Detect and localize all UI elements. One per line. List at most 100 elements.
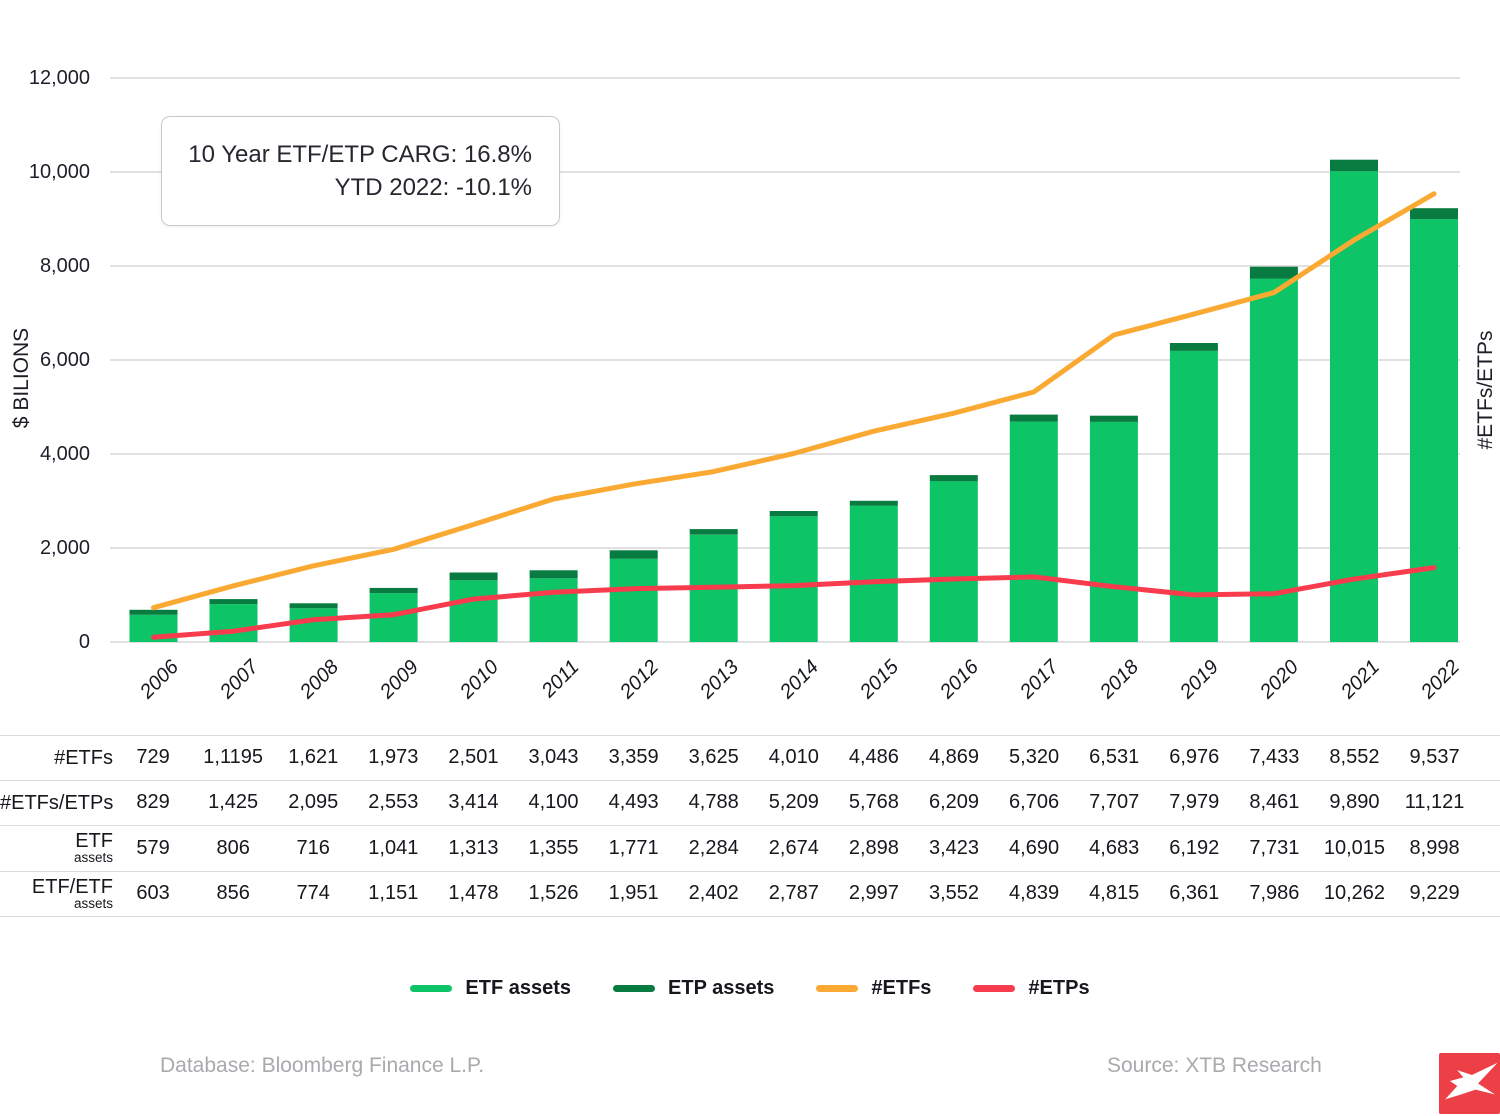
table-cell: 4,815: [1089, 882, 1140, 905]
table-cell: 1,478: [448, 882, 499, 905]
y-tick-label: 8,000: [39, 255, 90, 277]
table-cell: 4,486: [848, 746, 899, 769]
table-cell: 829: [136, 791, 170, 814]
table-cell: 2,501: [448, 746, 499, 769]
table-cell: 2,898: [848, 836, 899, 859]
y-tick-label: 4,000: [39, 443, 90, 465]
etp-assets-bar-cap: [369, 587, 418, 594]
table-row: ETF/ETF assets 603 856 774 1,151 1,478 1,526 1,…: [0, 872, 1500, 917]
table-cell: 806: [216, 836, 250, 859]
table-cell: 3,043: [528, 746, 579, 769]
table-cell: 8,552: [1329, 746, 1380, 769]
etp-assets-bar-cap: [689, 529, 738, 535]
table-cell: 5,209: [768, 791, 819, 814]
table-cell: 1,151: [368, 882, 419, 905]
table-cell: 4,839: [1009, 882, 1060, 905]
legend-swatch-icon: [816, 984, 859, 992]
legend-label: #ETPs: [1028, 976, 1090, 999]
etf-assets-bar: [1249, 278, 1298, 642]
table-cell: 2,787: [768, 882, 819, 905]
table-cell: 4,010: [768, 746, 819, 769]
table-cell: 4,100: [528, 791, 579, 814]
table-cell: 7,731: [1249, 836, 1300, 859]
table-row: #ETFs 729 1,1195 1,621 1,973 2,501 3,043 3,359…: [0, 735, 1500, 781]
y-tick-label: 0: [78, 631, 90, 653]
legend-label: ETP assets: [668, 976, 775, 999]
etp-assets-bar-cap: [1169, 343, 1218, 351]
xtb-logo: [1439, 1053, 1500, 1114]
table-cell: 603: [136, 882, 170, 905]
table-cell: 7,433: [1249, 746, 1300, 769]
table-cell: 9,229: [1409, 882, 1460, 905]
legend-item: ETF assets: [410, 977, 571, 1000]
y-tick-label: 12,000: [28, 67, 90, 89]
table-cell: 2,553: [368, 791, 419, 814]
table-cell: 7,979: [1169, 791, 1220, 814]
etp-assets-bar-cap: [129, 609, 178, 615]
etp-assets-bar-cap: [1330, 159, 1378, 172]
table-cell: 6,192: [1169, 836, 1220, 859]
table-cell: 5,320: [1009, 746, 1060, 769]
legend-item: #ETPs: [973, 976, 1090, 1000]
table-row-label: ETF assets: [73, 830, 113, 866]
table-cell: 2,402: [688, 882, 739, 905]
table-cell: 9,537: [1409, 746, 1460, 769]
etf-assets-bar: [529, 578, 578, 642]
etf-assets-bar: [1169, 351, 1218, 642]
table-cell: 7,986: [1249, 882, 1300, 905]
etp-assets-bar-cap: [1089, 415, 1138, 422]
table-cell: 4,493: [608, 791, 659, 814]
etp-assets-bar-cap: [1249, 266, 1298, 279]
annotation-line-1: 10 Year ETF/ETP CARG: 16.8%: [188, 141, 532, 168]
database-credit: Database: Bloomberg Finance L.P.: [160, 1054, 485, 1077]
table-cell: 9,890: [1329, 791, 1380, 814]
etp-assets-bar-cap: [1410, 208, 1458, 220]
table-cell: 1,621: [288, 746, 339, 769]
y-tick-label: 10,000: [28, 161, 90, 183]
table-cell: 1,1195: [203, 746, 263, 769]
table-cell: 3,423: [928, 836, 980, 859]
num-ETFs-line: [151, 191, 1437, 611]
etf-assets-bar: [609, 558, 658, 642]
table-cell: 6,209: [928, 791, 980, 814]
table-row: ETF assets 579 806 716 1,041 1,313 1,355 1,771 2…: [0, 826, 1500, 872]
table-cell: 2,674: [768, 836, 819, 859]
etp-assets-bar-cap: [769, 511, 818, 517]
etp-assets-bar-cap: [1009, 414, 1058, 422]
table-cell: 1,313: [448, 836, 499, 859]
etf-assets-bar: [1009, 421, 1058, 642]
etf-assets-bar: [769, 516, 818, 642]
table-cell: 6,531: [1089, 746, 1140, 769]
table-cell: 10,262: [1323, 882, 1386, 905]
table-cell: 11,121: [1404, 791, 1465, 814]
table-cell: 4,683: [1089, 836, 1140, 859]
table-cell: 7,707: [1089, 791, 1140, 814]
table-cell: 4,690: [1009, 836, 1060, 859]
xtb-bird-icon: [1445, 1062, 1498, 1100]
table-cell: 6,976: [1169, 746, 1220, 769]
table-row-label: #ETFs/ETPs: [0, 791, 114, 814]
table-cell: 3,552: [928, 882, 980, 905]
etp-assets-bar-cap: [609, 550, 658, 559]
table-cell: 1,355: [528, 836, 579, 859]
y-tick-label: 6,000: [39, 349, 90, 371]
table-cell: 579: [136, 836, 170, 859]
etp-assets-bar-cap: [289, 603, 338, 609]
combo-chart-plot: [110, 77, 1460, 643]
table-cell: 6,706: [1009, 791, 1060, 814]
table-cell: 8,998: [1409, 836, 1460, 859]
table-cell: 10,015: [1323, 836, 1386, 859]
table-cell: 1,771: [608, 836, 659, 859]
y-axis-title-right: #ETFs/ETPs: [1474, 330, 1497, 450]
legend-swatch-icon: [613, 984, 656, 992]
legend-label: ETF assets: [465, 976, 572, 999]
table-cell: 1,526: [528, 882, 579, 905]
table-cell: 856: [216, 882, 250, 905]
table-cell: 1,041: [368, 836, 419, 859]
legend-item: ETP assets: [613, 977, 774, 1000]
y-axis-title-left: $ BILIONS: [10, 327, 33, 429]
source-credit: Source: XTB Research: [1107, 1054, 1322, 1077]
etf-assets-bar: [1410, 219, 1458, 642]
legend-swatch-icon: [973, 984, 1016, 992]
